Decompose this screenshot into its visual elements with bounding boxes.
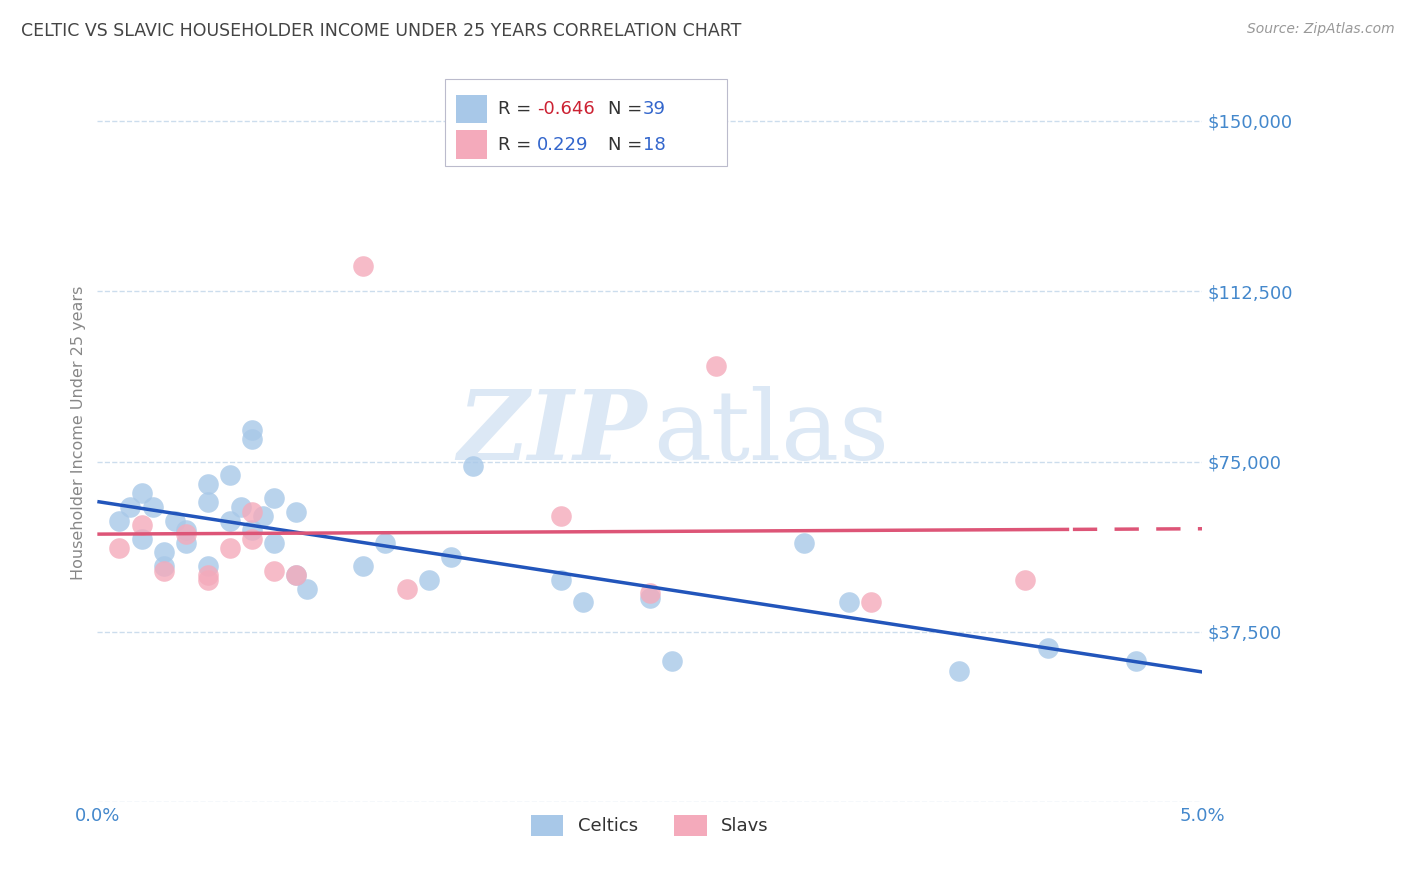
- Y-axis label: Householder Income Under 25 years: Householder Income Under 25 years: [72, 286, 86, 581]
- Text: CELTIC VS SLAVIC HOUSEHOLDER INCOME UNDER 25 YEARS CORRELATION CHART: CELTIC VS SLAVIC HOUSEHOLDER INCOME UNDE…: [21, 22, 741, 40]
- Point: [263, 491, 285, 505]
- Point: [374, 536, 396, 550]
- Text: 39: 39: [643, 100, 666, 118]
- Text: R =: R =: [498, 100, 537, 118]
- Point: [174, 536, 197, 550]
- Point: [838, 595, 860, 609]
- Point: [638, 586, 661, 600]
- FancyBboxPatch shape: [446, 78, 727, 166]
- Point: [418, 573, 440, 587]
- Point: [461, 459, 484, 474]
- Point: [240, 523, 263, 537]
- Point: [142, 500, 165, 514]
- Point: [219, 514, 242, 528]
- Point: [948, 664, 970, 678]
- Point: [240, 532, 263, 546]
- Point: [285, 568, 308, 582]
- Point: [263, 536, 285, 550]
- Point: [219, 468, 242, 483]
- Point: [108, 541, 131, 555]
- Point: [152, 564, 174, 578]
- FancyBboxPatch shape: [457, 95, 488, 123]
- Point: [120, 500, 142, 514]
- Point: [131, 532, 153, 546]
- Point: [1036, 640, 1059, 655]
- Point: [285, 568, 308, 582]
- Point: [297, 582, 319, 596]
- Point: [131, 518, 153, 533]
- Text: 0.229: 0.229: [537, 136, 589, 153]
- Point: [219, 541, 242, 555]
- Point: [131, 486, 153, 500]
- Text: -0.646: -0.646: [537, 100, 595, 118]
- Point: [108, 514, 131, 528]
- Text: atlas: atlas: [654, 386, 889, 480]
- Text: ZIP: ZIP: [457, 386, 647, 480]
- FancyBboxPatch shape: [457, 130, 488, 159]
- Point: [395, 582, 418, 596]
- Point: [163, 514, 186, 528]
- Point: [229, 500, 252, 514]
- Point: [174, 523, 197, 537]
- Point: [440, 549, 463, 564]
- Text: Source: ZipAtlas.com: Source: ZipAtlas.com: [1247, 22, 1395, 37]
- Legend: Celtics, Slavs: Celtics, Slavs: [522, 806, 778, 845]
- Point: [285, 504, 308, 518]
- Point: [197, 559, 219, 574]
- Point: [550, 573, 572, 587]
- Point: [352, 259, 374, 273]
- Point: [704, 359, 727, 373]
- Point: [152, 545, 174, 559]
- Text: 18: 18: [643, 136, 666, 153]
- Point: [859, 595, 882, 609]
- Point: [352, 559, 374, 574]
- Point: [152, 559, 174, 574]
- Point: [240, 432, 263, 446]
- Point: [197, 477, 219, 491]
- Point: [550, 509, 572, 524]
- Point: [240, 423, 263, 437]
- Point: [252, 509, 274, 524]
- Point: [572, 595, 595, 609]
- Point: [197, 495, 219, 509]
- Point: [263, 564, 285, 578]
- Text: N =: N =: [607, 136, 648, 153]
- Text: R =: R =: [498, 136, 537, 153]
- Point: [638, 591, 661, 605]
- Point: [1014, 573, 1036, 587]
- Point: [793, 536, 815, 550]
- Point: [174, 527, 197, 541]
- Point: [661, 655, 683, 669]
- Point: [240, 504, 263, 518]
- Point: [197, 573, 219, 587]
- Point: [197, 568, 219, 582]
- Point: [1125, 655, 1147, 669]
- Text: N =: N =: [607, 100, 648, 118]
